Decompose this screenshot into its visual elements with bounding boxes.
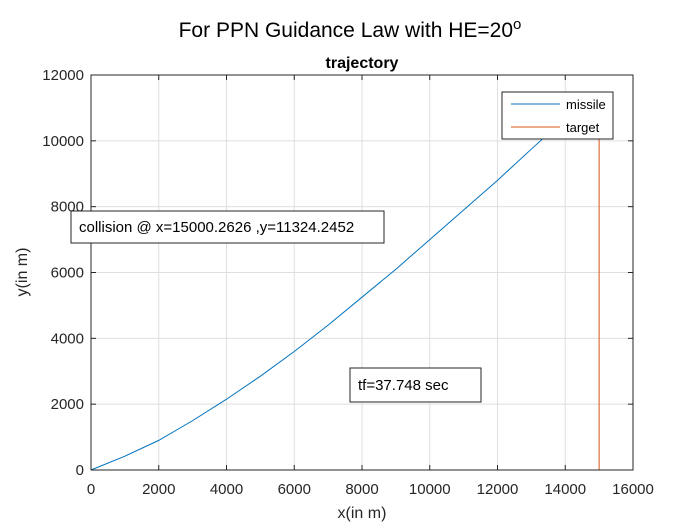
axes-title: trajectory [326, 55, 399, 72]
annotation-tf: tf=37.748 sec [349, 367, 482, 403]
legend-box [501, 91, 614, 140]
x-tick-label: 0 [87, 481, 95, 498]
suptitle-superscript: o [513, 16, 521, 33]
annotation-collision-text: collision @ x=15000.2626 ,y=11324.2452 [79, 219, 354, 236]
x-tick-labels: 0 2000 4000 6000 8000 10000 12000 14000 16000 [87, 481, 654, 498]
x-axis-label: x(in m) [338, 505, 387, 522]
annotation-collision-box [70, 210, 385, 244]
x-tick-label: 8000 [345, 481, 378, 498]
series-line-missile [90, 127, 556, 471]
figure-suptitle: For PPN Guidance Law with HE=20o [179, 16, 522, 42]
y-tick-label: 4000 [51, 330, 84, 347]
legend-label-target: target [566, 120, 600, 135]
y-axis-label: y(in m) [14, 248, 31, 297]
legend-label-missile: missile [566, 97, 606, 112]
x-tick-label: 4000 [210, 481, 243, 498]
annotation-tf-text: tf=37.748 sec [358, 377, 449, 394]
x-tick-label: 10000 [409, 481, 451, 498]
x-tick-label: 14000 [544, 481, 586, 498]
x-tick-label: 16000 [612, 481, 654, 498]
y-tick-label: 6000 [51, 265, 84, 282]
y-tick-label: 0 [76, 462, 84, 479]
y-tick-label: 10000 [42, 133, 84, 150]
legend[interactable]: missile target [501, 91, 614, 140]
annotation-collision: collision @ x=15000.2626 ,y=11324.2452 [70, 210, 385, 244]
series-layer [90, 127, 600, 471]
x-tick-label: 6000 [278, 481, 311, 498]
tick-marks [90, 74, 634, 471]
y-tick-label: 2000 [51, 396, 84, 413]
annotation-tf-box [349, 367, 482, 403]
y-tick-label: 12000 [42, 67, 84, 84]
suptitle-text: For PPN Guidance Law with HE=20 [179, 19, 513, 42]
x-tick-label: 12000 [477, 481, 519, 498]
plot-area: 0 2000 4000 6000 8000 10000 12000 14000 16000 0 2… [42, 67, 654, 498]
x-tick-label: 2000 [142, 481, 175, 498]
